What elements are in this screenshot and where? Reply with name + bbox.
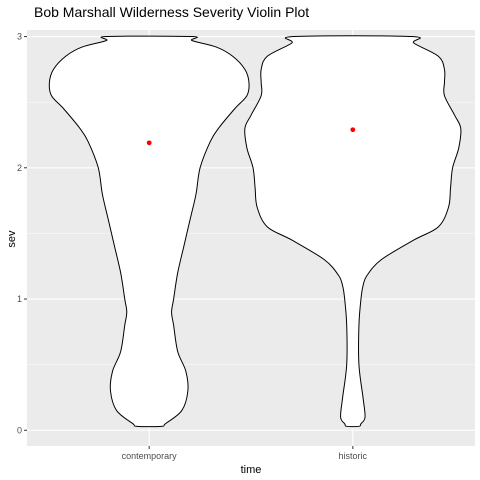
y-tick-label: 1 xyxy=(17,294,22,304)
y-tick-label: 2 xyxy=(17,163,22,173)
y-axis: 0 1 2 3 xyxy=(17,32,27,436)
x-axis-title: time xyxy=(241,464,262,476)
y-tick-label: 3 xyxy=(17,32,22,42)
mean-point-historic xyxy=(350,127,355,132)
x-tick-label: contemporary xyxy=(122,451,178,461)
mean-point-contemporary xyxy=(147,140,152,145)
x-tick-label: historic xyxy=(339,451,368,461)
x-axis: contemporary historic xyxy=(122,446,368,461)
y-axis-title: sev xyxy=(6,230,18,248)
chart-title: Bob Marshall Wilderness Severity Violin … xyxy=(34,4,309,20)
y-tick-label: 0 xyxy=(17,425,22,435)
